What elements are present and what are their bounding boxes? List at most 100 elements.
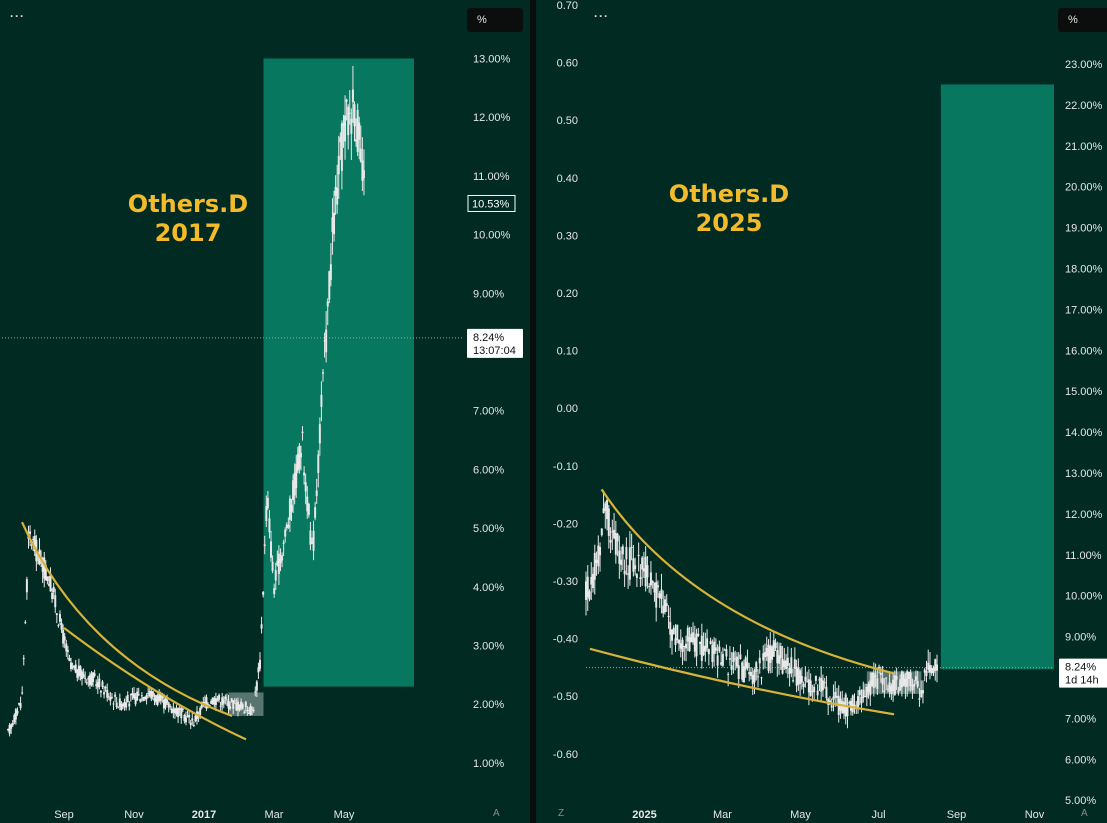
candle-body	[87, 677, 90, 680]
candle-body	[890, 685, 893, 695]
left-chart-canvas[interactable]: Others.D201713.00%12.00%11.00%10.00%9.00…	[0, 0, 530, 823]
candle	[205, 694, 208, 712]
candle-body	[699, 641, 702, 644]
candle-body	[737, 665, 740, 680]
candle-body	[71, 666, 74, 668]
candle	[667, 605, 670, 629]
candle-body	[13, 715, 16, 723]
candle-body	[29, 531, 32, 535]
candle	[727, 672, 730, 687]
candle	[916, 670, 919, 689]
candle-body	[271, 561, 274, 571]
candle-body	[897, 690, 900, 693]
candle	[66, 645, 69, 660]
candle	[793, 647, 796, 677]
candle	[22, 654, 25, 666]
candle-body	[90, 673, 93, 686]
candle-body	[224, 696, 227, 700]
candle	[670, 629, 673, 655]
candle-body	[337, 155, 340, 175]
candle	[936, 654, 938, 683]
candle-body	[663, 599, 666, 612]
candle	[210, 699, 213, 705]
candle	[844, 692, 847, 725]
candle-body	[727, 673, 730, 675]
right-zoom-button[interactable]: Z	[558, 808, 565, 819]
y-axis-tick: 13.00%	[473, 54, 511, 66]
candle-body	[208, 705, 211, 707]
candle-body	[347, 106, 350, 136]
candle-body	[52, 586, 55, 593]
candle-body	[167, 702, 170, 708]
upper-trendline	[600, 488, 895, 675]
candle	[347, 104, 350, 150]
candle	[695, 628, 698, 667]
candle-body	[298, 445, 301, 470]
candle	[323, 332, 326, 358]
right-chart-canvas[interactable]: Others.D202523.00%22.00%21.00%20.00%19.0…	[536, 0, 1107, 823]
candle	[148, 688, 151, 698]
x-axis-tick: Mar	[265, 809, 284, 821]
candle-body	[781, 659, 784, 674]
candle	[173, 707, 176, 719]
right-menu-icon[interactable]: ···	[594, 9, 609, 23]
candle-body	[842, 701, 845, 714]
candle	[350, 108, 353, 161]
right-auto-scale-button[interactable]: A	[1081, 808, 1088, 819]
candle-body	[869, 680, 872, 696]
candle	[101, 679, 104, 690]
candle-body	[166, 699, 169, 703]
candle	[229, 701, 232, 711]
candle-body	[871, 672, 874, 687]
candle	[10, 723, 13, 735]
candle	[611, 519, 614, 550]
candle-body	[914, 676, 917, 681]
candle	[189, 719, 192, 730]
left-chart-panel[interactable]: Others.D 2017 13.00% 12.00% 11.00% 10.00% 9.00…	[0, 0, 530, 823]
candle-body	[123, 702, 126, 707]
candle	[864, 683, 867, 698]
current-price-label: 10.53%	[472, 198, 510, 210]
candle-body	[786, 657, 789, 666]
candle	[588, 589, 591, 602]
candle	[706, 629, 709, 652]
candle-body	[639, 577, 642, 580]
candle-body	[714, 647, 717, 651]
candle-body	[674, 638, 677, 646]
left-menu-icon[interactable]: ···	[10, 9, 25, 23]
candle-body	[235, 702, 238, 711]
candle-body	[156, 695, 159, 705]
panel-divider[interactable]	[530, 0, 536, 823]
candle	[634, 557, 637, 576]
candle	[760, 676, 763, 685]
candle	[241, 702, 244, 710]
candle	[728, 646, 731, 666]
candle-body	[103, 692, 106, 695]
candle-body	[14, 709, 17, 720]
candle	[834, 681, 837, 707]
right-chart-panel[interactable]: Others.D 2025 23.00% 22.00% 21.00% 20.00% 19.0…	[536, 0, 1107, 823]
candle-body	[109, 697, 112, 701]
candle	[692, 622, 695, 645]
candle	[355, 118, 358, 147]
candle-body	[211, 697, 214, 705]
candle	[730, 652, 733, 676]
candle-body	[255, 681, 258, 691]
candle	[260, 616, 263, 634]
candle-body	[618, 550, 621, 564]
candle-body	[331, 217, 334, 233]
left-percent-scale-button[interactable]: %	[467, 8, 523, 32]
right-percent-scale-button[interactable]: %	[1058, 8, 1107, 32]
candle	[923, 667, 926, 682]
chart-title-line2: 2025	[696, 209, 763, 237]
candle	[623, 559, 626, 587]
candle	[273, 583, 276, 598]
candle	[697, 627, 700, 638]
candle	[820, 666, 823, 702]
left-axis-tick: 0.60	[557, 58, 578, 70]
candle-body	[243, 711, 246, 713]
candle-body	[718, 646, 721, 652]
candle	[785, 653, 788, 674]
candle	[118, 693, 121, 711]
left-auto-scale-button[interactable]: A	[493, 808, 500, 819]
